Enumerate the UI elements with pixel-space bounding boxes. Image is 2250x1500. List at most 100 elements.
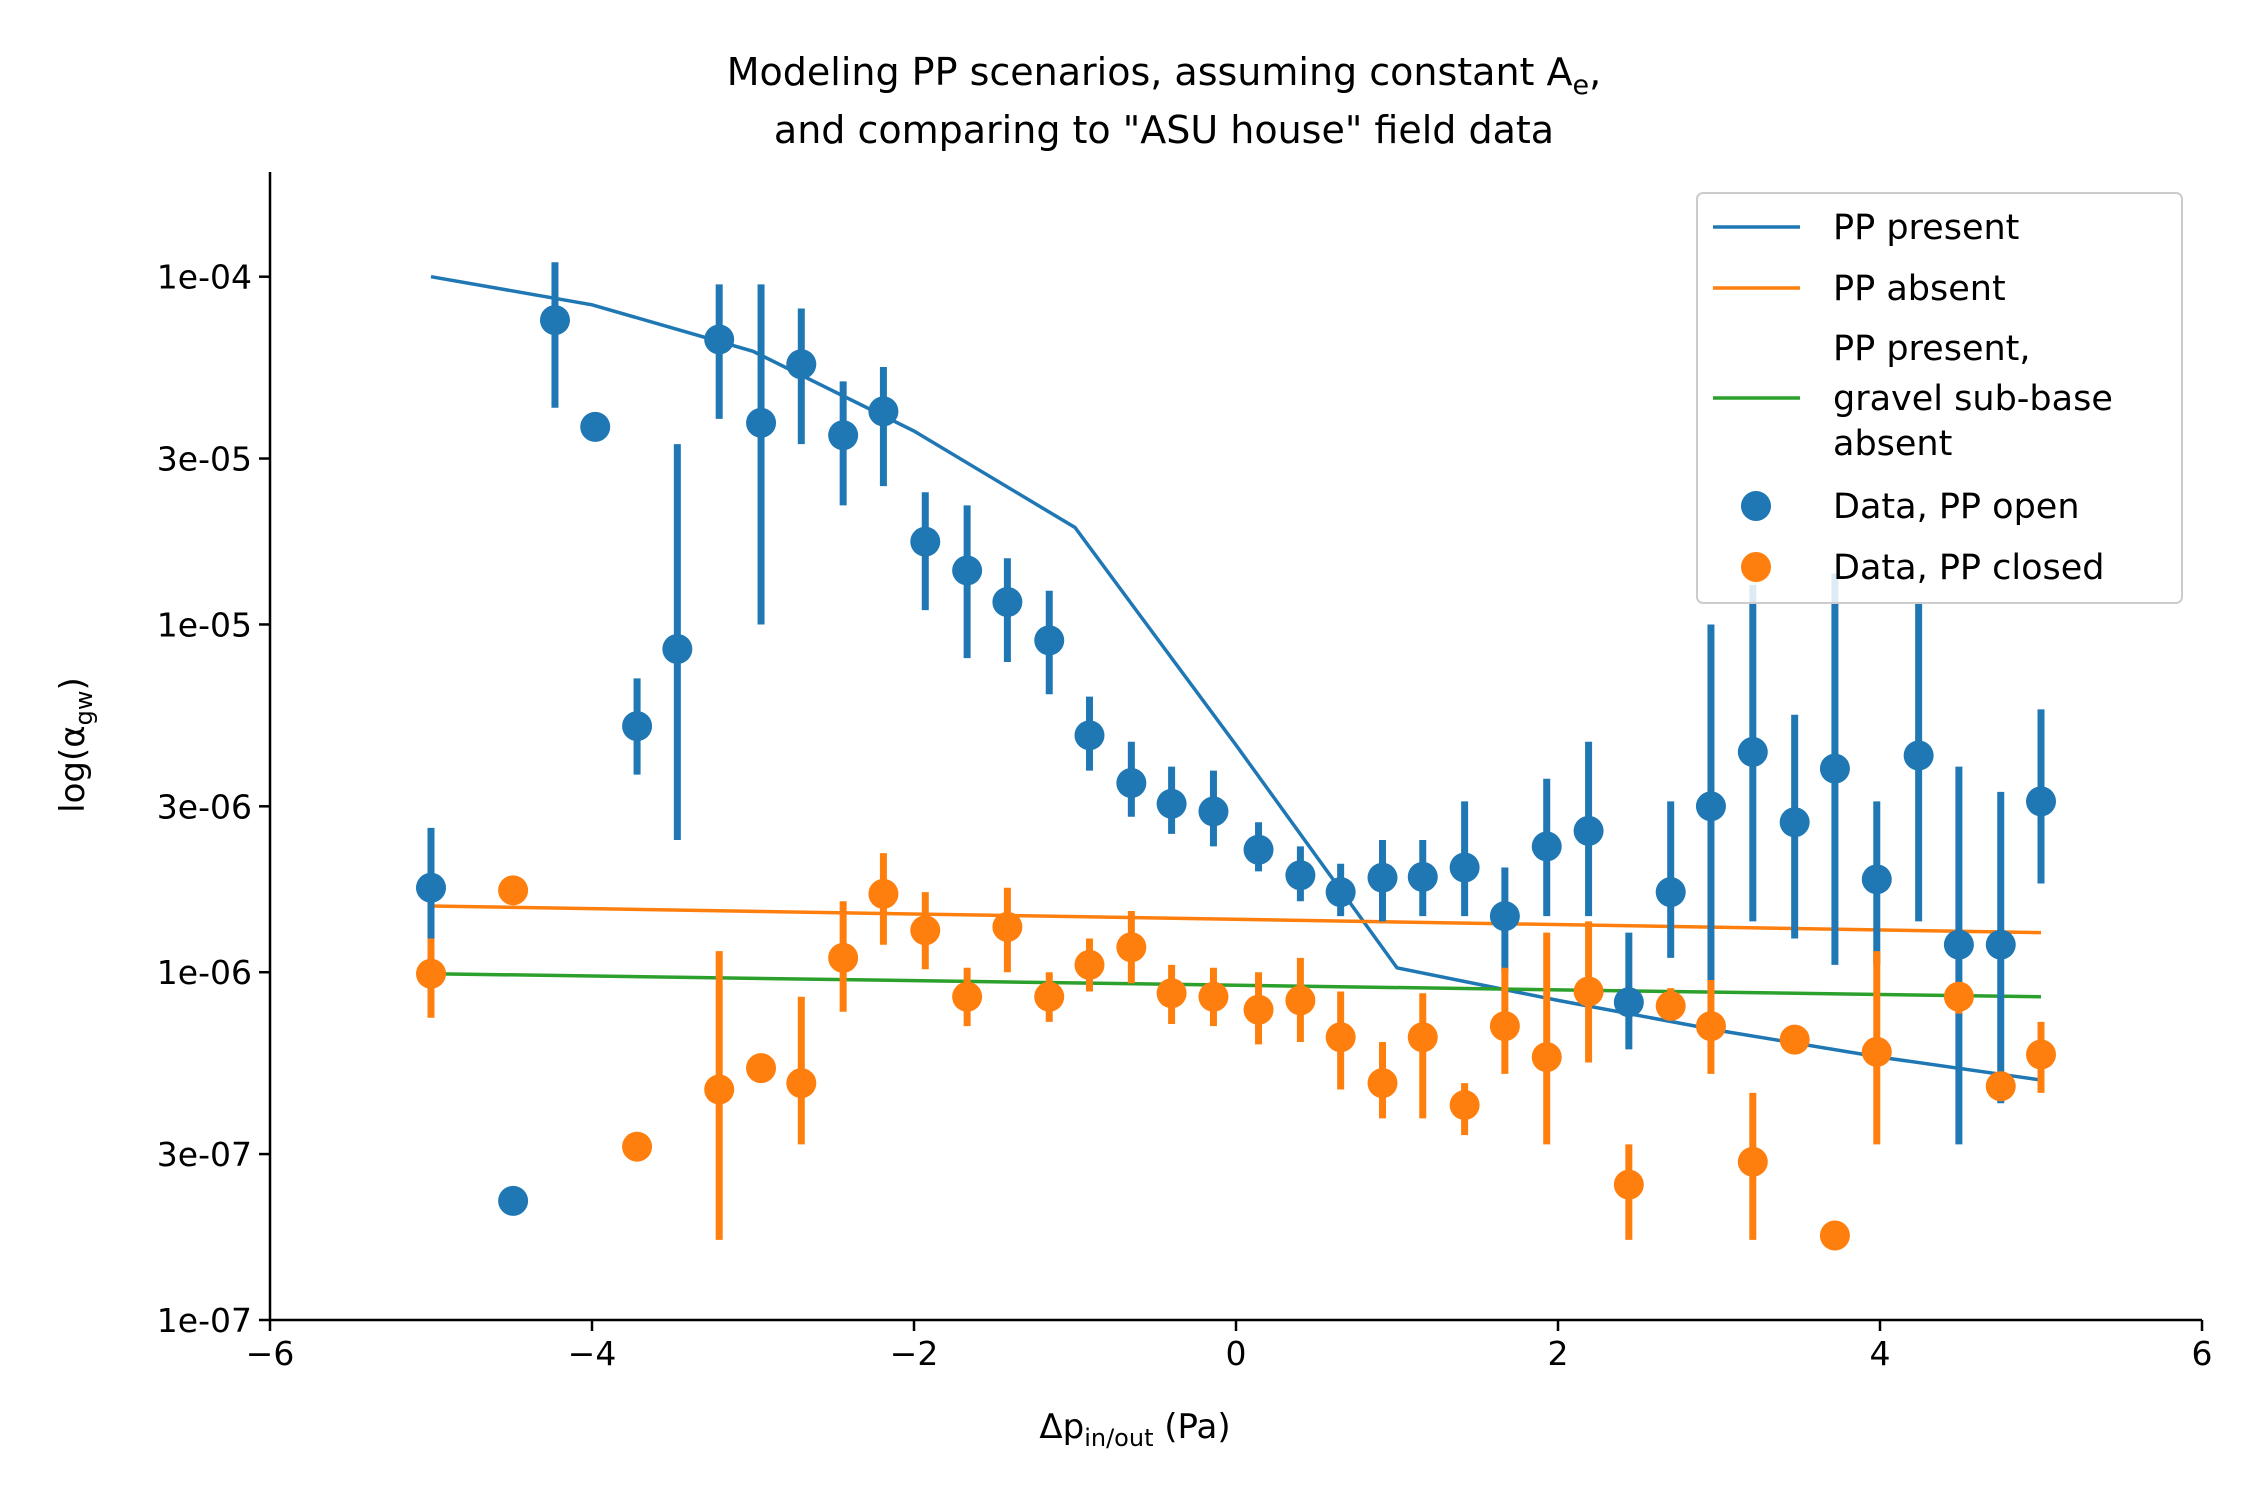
data-point — [704, 1074, 735, 1105]
data-point — [1943, 981, 1974, 1012]
legend-marker-pp-closed — [1741, 552, 1771, 582]
data-point — [1116, 768, 1147, 799]
data-point — [1034, 981, 1065, 1012]
series-line-1 — [430, 274, 2042, 1082]
legend-box — [1696, 192, 2183, 604]
data-point — [992, 587, 1023, 618]
data-point — [498, 875, 529, 906]
x-axis-label: Δpin/out (Pa) — [1039, 1407, 1230, 1452]
legend-label-pp-open: Data, PP open — [1833, 487, 2080, 527]
data-point — [868, 396, 899, 427]
data-point — [1198, 796, 1229, 827]
data-point — [1861, 1036, 1892, 1067]
x-tick-label: 2 — [1548, 1334, 1569, 1373]
y-tick-label: 3e-07 — [157, 1135, 252, 1174]
data-point — [1285, 860, 1316, 891]
data-point — [1198, 981, 1229, 1012]
data-point — [1156, 978, 1187, 1009]
data-point — [1819, 753, 1850, 784]
plot-area — [416, 262, 2056, 1251]
data-point — [580, 411, 611, 442]
data-point — [622, 1131, 653, 1162]
data-point — [2026, 786, 2056, 817]
data-point — [786, 1068, 817, 1099]
data-point — [1737, 1146, 1768, 1177]
data-point — [416, 872, 446, 903]
x-tick-label: 4 — [1870, 1334, 1891, 1373]
y-tick-label: 1e-06 — [157, 953, 252, 992]
data-point — [1573, 976, 1604, 1007]
data-point — [1531, 831, 1562, 862]
data-point — [704, 324, 735, 355]
legend-label-pp-closed: Data, PP closed — [1833, 548, 2105, 588]
legend-marker-pp-open — [1741, 491, 1771, 521]
y-tick-label: 1e-05 — [157, 605, 252, 644]
data-point — [1655, 877, 1686, 908]
data-point — [1985, 929, 2016, 960]
data-point — [1695, 791, 1726, 822]
data-point — [746, 1053, 777, 1084]
x-tick-label: −2 — [890, 1334, 939, 1373]
data-point — [1573, 815, 1604, 846]
data-point — [786, 349, 817, 380]
data-point — [622, 711, 653, 742]
data-point — [1116, 932, 1147, 963]
data-point — [1325, 1022, 1356, 1053]
data-point — [1613, 987, 1644, 1018]
data-point — [1861, 864, 1892, 895]
data-point — [1074, 949, 1105, 980]
data-point — [1367, 862, 1398, 893]
data-point — [952, 981, 983, 1012]
x-tick-label: 0 — [1226, 1334, 1247, 1373]
data-point — [662, 634, 693, 665]
data-point — [1943, 929, 1974, 960]
axes: −6 −4 −2 0 2 4 6 1e-07 3e-07 1e-06 3e-06 1e-05 3e-05… — [157, 172, 2213, 1373]
data-point — [1489, 1011, 1520, 1042]
data-point — [1285, 985, 1316, 1016]
series-line-3 — [430, 971, 2042, 999]
chart-title-line1: Modeling PP scenarios, assuming constant… — [727, 50, 1601, 101]
data-point — [1449, 1090, 1480, 1121]
data-point — [828, 420, 859, 451]
x-tick-label: 6 — [2192, 1334, 2213, 1373]
data-point — [1695, 1011, 1726, 1042]
data-point — [1407, 1022, 1438, 1053]
data-point — [1156, 788, 1187, 819]
y-tick-label: 1e-07 — [157, 1301, 252, 1340]
legend-label-pp-absent: PP absent — [1833, 269, 2006, 309]
series-line-2 — [430, 904, 2042, 935]
data-point — [1819, 1220, 1850, 1251]
data-point — [1243, 994, 1274, 1025]
legend: PP present PP absent PP present, gravel sub… — [1696, 192, 2183, 604]
legend-label-gravel-absent-3: absent — [1833, 424, 1952, 464]
legend-label-gravel-absent-2: gravel sub-base — [1833, 379, 2113, 419]
y-tick-label: 1e-04 — [157, 258, 252, 297]
data-point — [1655, 990, 1686, 1021]
data-point — [1074, 720, 1105, 751]
data-point — [1531, 1042, 1562, 1073]
legend-label-pp-present: PP present — [1833, 208, 2019, 248]
data-point — [1489, 901, 1520, 932]
y-axis-label: log(αgw) — [53, 677, 98, 813]
data-point — [1737, 736, 1768, 767]
x-tick-label: −4 — [568, 1334, 617, 1373]
data-point — [1449, 852, 1480, 883]
y-tick-label: 3e-06 — [157, 787, 252, 826]
data-point — [1613, 1169, 1644, 1200]
data-point — [1407, 861, 1438, 892]
data-point — [952, 555, 983, 586]
data-point — [1367, 1068, 1398, 1099]
data-point — [498, 1185, 529, 1216]
legend-label-gravel-absent-1: PP present, — [1833, 329, 2031, 369]
data-point — [1034, 625, 1065, 656]
data-point — [828, 942, 859, 973]
data-point — [1779, 1024, 1810, 1055]
data-point — [1779, 807, 1810, 838]
data-point — [992, 911, 1023, 942]
x-tick-label: −6 — [246, 1334, 295, 1373]
data-point — [868, 878, 899, 909]
data-point — [910, 526, 941, 557]
data-point — [1243, 834, 1274, 865]
data-point — [1903, 740, 1934, 771]
